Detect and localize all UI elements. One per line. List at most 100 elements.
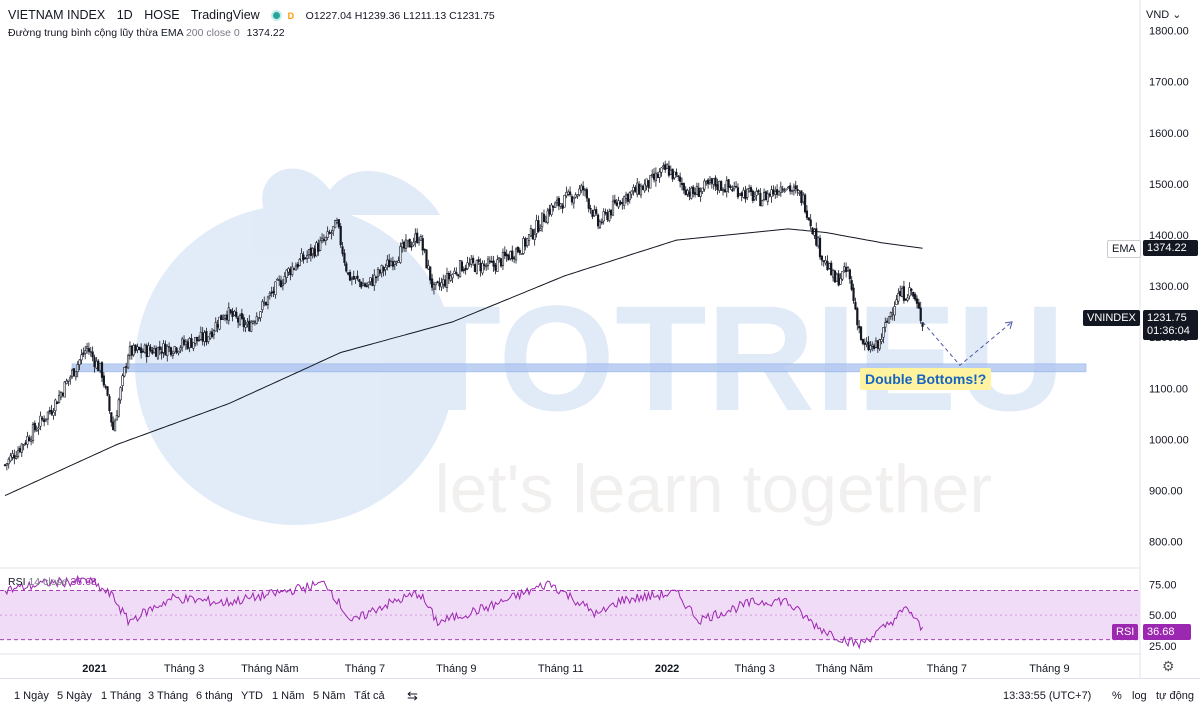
candle[interactable] bbox=[611, 195, 615, 217]
candle[interactable] bbox=[71, 368, 74, 379]
candle[interactable] bbox=[462, 266, 465, 274]
candle[interactable] bbox=[738, 193, 741, 196]
candle[interactable] bbox=[798, 189, 801, 197]
candle[interactable] bbox=[28, 434, 31, 442]
interval[interactable]: 1D bbox=[116, 8, 133, 22]
candle[interactable] bbox=[520, 253, 523, 255]
candle[interactable] bbox=[600, 218, 603, 225]
candle[interactable] bbox=[662, 162, 665, 170]
candle[interactable] bbox=[48, 406, 51, 415]
candle[interactable] bbox=[546, 207, 549, 225]
candle[interactable] bbox=[522, 236, 525, 255]
candle[interactable] bbox=[399, 242, 402, 264]
candle[interactable] bbox=[524, 236, 527, 251]
candle[interactable] bbox=[238, 313, 242, 327]
candle[interactable] bbox=[171, 350, 174, 359]
candle[interactable] bbox=[408, 238, 411, 248]
candle[interactable] bbox=[826, 255, 829, 271]
candle[interactable] bbox=[774, 186, 777, 200]
candle[interactable] bbox=[220, 314, 223, 321]
candle[interactable] bbox=[766, 190, 769, 206]
candle[interactable] bbox=[859, 326, 863, 341]
candle[interactable] bbox=[123, 366, 126, 378]
candle[interactable] bbox=[759, 188, 762, 207]
candlestick-series[interactable] bbox=[3, 160, 924, 471]
candle[interactable] bbox=[108, 393, 111, 414]
candle[interactable] bbox=[906, 294, 909, 303]
candle[interactable] bbox=[222, 314, 225, 321]
candle[interactable] bbox=[345, 261, 348, 273]
candle[interactable] bbox=[787, 185, 790, 189]
candle[interactable] bbox=[783, 187, 786, 193]
candle[interactable] bbox=[76, 361, 79, 378]
candle[interactable] bbox=[617, 196, 620, 210]
candle[interactable] bbox=[89, 347, 92, 357]
price-axis[interactable]: 1800.00 1700.00 1600.00 1500.00 1400.00 1300.… bbox=[1149, 26, 1189, 549]
candle[interactable] bbox=[893, 301, 896, 321]
candle[interactable] bbox=[660, 167, 663, 177]
candle[interactable] bbox=[143, 343, 146, 354]
support-zone[interactable] bbox=[71, 363, 1087, 373]
candle[interactable] bbox=[50, 404, 53, 416]
candle[interactable] bbox=[692, 184, 695, 198]
candle[interactable] bbox=[169, 346, 173, 357]
candle[interactable] bbox=[473, 263, 477, 273]
candle[interactable] bbox=[24, 440, 27, 446]
candle[interactable] bbox=[501, 248, 505, 271]
candle[interactable] bbox=[695, 182, 699, 196]
candle[interactable] bbox=[533, 228, 536, 246]
candle[interactable] bbox=[733, 181, 736, 192]
candle[interactable] bbox=[97, 359, 100, 372]
candle[interactable] bbox=[796, 185, 799, 196]
candle[interactable] bbox=[712, 178, 715, 190]
rsi-legend[interactable]: RSI 14 close 36.68 bbox=[8, 576, 97, 588]
timeframe-all[interactable]: Tất cả bbox=[354, 690, 385, 702]
candle[interactable] bbox=[410, 241, 413, 251]
candle[interactable] bbox=[324, 236, 327, 246]
candle[interactable] bbox=[63, 380, 66, 398]
candle[interactable] bbox=[789, 182, 792, 195]
candle[interactable] bbox=[102, 372, 105, 388]
candle[interactable] bbox=[494, 262, 497, 275]
candle[interactable] bbox=[259, 311, 262, 322]
candle[interactable] bbox=[539, 224, 542, 232]
candle[interactable] bbox=[580, 183, 583, 194]
candle[interactable] bbox=[356, 270, 359, 281]
candle[interactable] bbox=[686, 188, 689, 197]
candle[interactable] bbox=[649, 175, 652, 189]
candle[interactable] bbox=[582, 181, 585, 196]
candle[interactable] bbox=[11, 450, 14, 461]
candle[interactable] bbox=[585, 187, 588, 202]
candle[interactable] bbox=[621, 198, 624, 210]
candle[interactable] bbox=[805, 205, 809, 220]
candle[interactable] bbox=[470, 254, 473, 268]
candle[interactable] bbox=[481, 260, 484, 276]
candle[interactable] bbox=[527, 234, 531, 246]
candle[interactable] bbox=[541, 212, 544, 233]
candle[interactable] bbox=[427, 259, 430, 271]
candle[interactable] bbox=[466, 256, 469, 271]
clock[interactable]: 13:33:55 (UTC+7) bbox=[1003, 690, 1092, 702]
candle[interactable] bbox=[430, 273, 434, 291]
candle[interactable] bbox=[80, 349, 83, 365]
candle[interactable] bbox=[731, 185, 734, 193]
candle[interactable] bbox=[822, 260, 825, 267]
timeframe-6m[interactable]: 6 tháng bbox=[196, 690, 233, 702]
candle[interactable] bbox=[699, 187, 702, 202]
candle[interactable] bbox=[82, 347, 85, 358]
candle[interactable] bbox=[218, 316, 221, 331]
candle[interactable] bbox=[654, 167, 657, 187]
candle[interactable] bbox=[195, 336, 199, 346]
candle[interactable] bbox=[52, 407, 55, 420]
candle[interactable] bbox=[179, 345, 182, 354]
candle[interactable] bbox=[880, 333, 883, 345]
candle[interactable] bbox=[634, 185, 637, 193]
candle[interactable] bbox=[483, 260, 486, 271]
candle[interactable] bbox=[843, 262, 846, 273]
timeframe-5y[interactable]: 5 Năm bbox=[313, 690, 346, 702]
candle[interactable] bbox=[552, 205, 555, 212]
candle[interactable] bbox=[591, 209, 594, 220]
candle[interactable] bbox=[807, 217, 810, 221]
candle[interactable] bbox=[701, 187, 704, 194]
